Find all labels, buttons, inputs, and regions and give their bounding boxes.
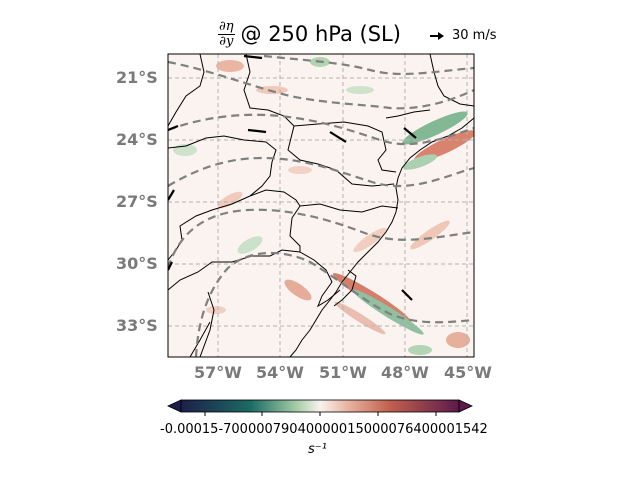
lon-label-51w: 51°W	[319, 363, 367, 382]
colorbar-tick-label-text: -0.00015-7000007904000001500007640000154…	[160, 422, 488, 437]
title-text: @ 250 hPa (SL)	[240, 22, 401, 46]
colorbar-extend-min	[167, 399, 182, 413]
lon-label-57w: 57°W	[194, 363, 242, 382]
vorticity-gradient-field	[173, 57, 474, 355]
lon-label-45w: 45°W	[444, 363, 492, 382]
lon-label-54w: 54°W	[256, 363, 304, 382]
political-boundaries	[168, 54, 474, 357]
colorbar-unit: s⁻¹	[308, 442, 327, 457]
colorbar-extend-max	[458, 399, 473, 413]
map-content	[168, 54, 474, 357]
arrow-icon	[430, 31, 444, 40]
gridlines	[168, 54, 474, 357]
title-denominator: ∂y	[219, 33, 234, 49]
lat-label-24s: 24°S	[116, 130, 158, 149]
lon-label-48w: 48°W	[381, 363, 429, 382]
reference-vector-key: 30 m/s	[430, 28, 497, 43]
wind-vectors	[168, 54, 417, 301]
lat-label-33s: 33°S	[116, 316, 158, 335]
colorbar-tick-labels: -0.00015-7000007904000001500007640000154…	[150, 422, 510, 442]
lat-label-21s: 21°S	[116, 68, 158, 87]
plot-title: ∂η ∂y @ 250 hPa (SL)	[218, 14, 401, 54]
title-numerator: ∂η	[218, 18, 235, 35]
lat-label-27s: 27°S	[116, 192, 158, 211]
height-contours	[168, 54, 474, 357]
map-frame	[167, 53, 475, 358]
lat-label-30s: 30°S	[116, 254, 158, 273]
reference-vector-label: 30 m/s	[452, 28, 497, 43]
colorbar-ticks	[204, 412, 437, 416]
colorbar-gradient	[181, 400, 459, 412]
partial-derivative-symbol: ∂η ∂y	[218, 18, 235, 49]
